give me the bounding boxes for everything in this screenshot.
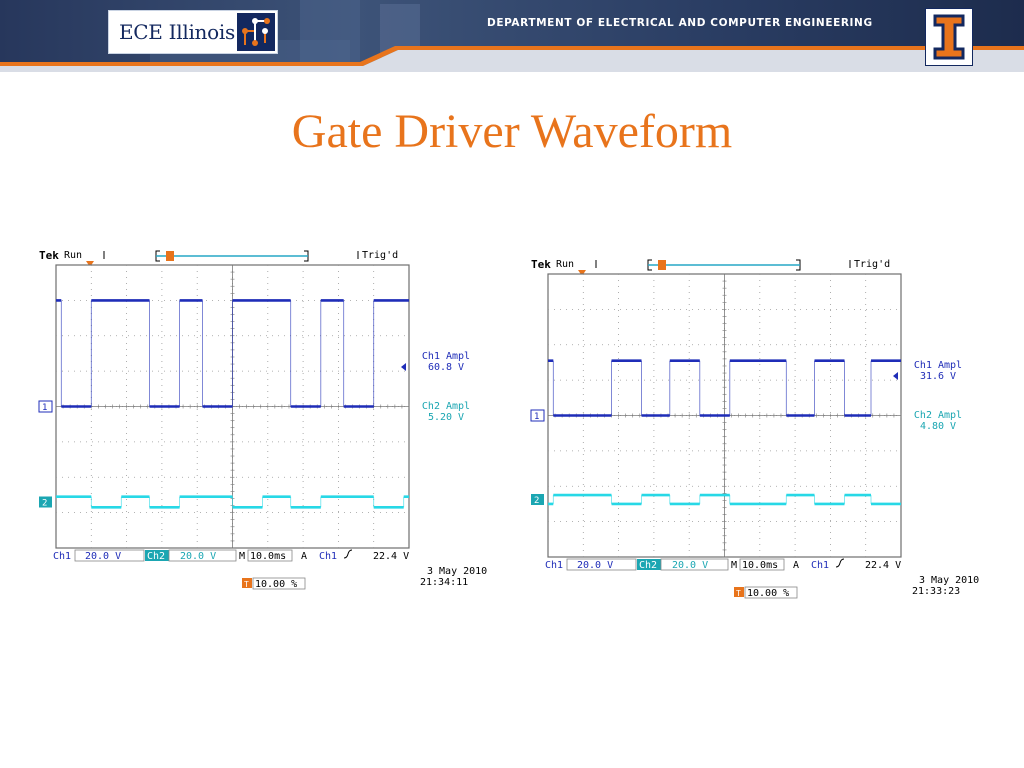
- scope-svg-1: Tek Run Trig'd T 1 2 Ch1 Ampl 60.8 V Ch2…: [38, 249, 487, 590]
- svg-text:Ch2: Ch2: [147, 551, 165, 562]
- measurement-ch2: Ch2 Ampl 5.20 V: [422, 401, 470, 423]
- ch1-trace-edges: [552, 360, 872, 416]
- svg-text:M: M: [731, 560, 737, 571]
- svg-text:31.6 V: 31.6 V: [920, 371, 956, 382]
- measurement-ch1: Ch1 Ampl 60.8 V: [422, 351, 470, 373]
- svg-text:Ch2: Ch2: [639, 560, 657, 571]
- measurement-ch2: Ch2 Ampl 4.80 V: [914, 410, 962, 432]
- svg-text:A: A: [301, 551, 307, 562]
- ch1-trace-levels: [548, 359, 901, 417]
- ch2-trace-edges: [552, 495, 872, 504]
- ch1-marker: 1: [38, 400, 53, 413]
- svg-text:Ch1: Ch1: [53, 551, 71, 562]
- scope-svg-2: Tek Run Trig'd T 1 2 Ch1 Ampl 31.6 V Ch2…: [530, 258, 979, 599]
- ch2-trace-levels: [548, 493, 901, 506]
- svg-text:20.0 V: 20.0 V: [180, 551, 216, 562]
- svg-text:22.4 V: 22.4 V: [865, 560, 901, 571]
- slide-title: Gate Driver Waveform: [291, 105, 733, 158]
- ch2-marker: 2: [531, 494, 544, 506]
- svg-text:M: M: [239, 551, 245, 562]
- svg-text:4.80 V: 4.80 V: [920, 421, 956, 432]
- oscilloscope-capture-2: Tek Run Trig'd T 1 2 Ch1 Ampl 31.6 V Ch2…: [528, 254, 998, 603]
- svg-text:10.00 %: 10.00 %: [747, 588, 789, 599]
- svg-text:Ch2 Ampl: Ch2 Ampl: [422, 401, 470, 412]
- tek-brand: Tek: [531, 258, 551, 271]
- svg-text:60.8 V: 60.8 V: [428, 362, 464, 373]
- svg-text:1: 1: [534, 412, 539, 422]
- svg-text:10.00 %: 10.00 %: [255, 579, 297, 590]
- svg-text:1: 1: [42, 403, 47, 413]
- settings-bar: Ch1 20.0 V Ch2 20.0 V M 10.0ms A Ch1 22.…: [545, 558, 901, 599]
- capture-time: 21:34:11: [420, 577, 468, 588]
- header-banner: ECE Illinois DEPARTMENT OF ELECTRICAL AN…: [0, 0, 1024, 72]
- ch1-trace-levels: [56, 299, 409, 408]
- svg-text:Ch1: Ch1: [811, 560, 829, 571]
- svg-text:Ch1: Ch1: [545, 560, 563, 571]
- block-i-icon: [925, 8, 973, 66]
- capture-time: 21:33:23: [912, 586, 960, 597]
- ch2-trace-levels: [56, 495, 409, 509]
- run-status: Run: [64, 250, 82, 261]
- svg-text:5.20 V: 5.20 V: [428, 412, 464, 423]
- plot-area: [547, 273, 902, 558]
- svg-text:T: T: [736, 589, 741, 598]
- banner-background: [0, 0, 1024, 72]
- ch2-trace-edges: [90, 496, 405, 508]
- svg-text:10.0ms: 10.0ms: [250, 551, 286, 562]
- svg-text:20.0 V: 20.0 V: [577, 560, 613, 571]
- svg-text:Ch1 Ampl: Ch1 Ampl: [914, 360, 962, 371]
- svg-text:20.0 V: 20.0 V: [85, 551, 121, 562]
- svg-text:T: T: [244, 580, 249, 589]
- settings-bar: Ch1 20.0 V Ch2 20.0 V M 10.0ms A Ch1 22.…: [53, 549, 409, 590]
- tek-brand: Tek: [39, 249, 59, 262]
- svg-text:22.4 V: 22.4 V: [373, 551, 409, 562]
- oscilloscope-capture-1: Tek Run Trig'd T 1 2 Ch1 Ampl 60.8 V Ch2…: [36, 245, 506, 594]
- ch1-trace-edges: [60, 300, 375, 407]
- capture-date: 3 May 2010: [427, 566, 487, 577]
- run-status: Run: [556, 259, 574, 270]
- ch2-marker: 2: [39, 496, 52, 509]
- trigger-status: Trig'd: [854, 259, 890, 270]
- ch1-marker: 1: [530, 409, 545, 422]
- svg-text:Ch1: Ch1: [319, 551, 337, 562]
- department-title: DEPARTMENT OF ELECTRICAL AND COMPUTER EN…: [487, 17, 873, 29]
- svg-text:A: A: [793, 560, 799, 571]
- svg-text:2: 2: [42, 499, 47, 509]
- capture-date: 3 May 2010: [919, 575, 979, 586]
- ece-illinois-logo: ECE Illinois: [108, 10, 278, 54]
- plot-area: [55, 264, 410, 549]
- trigger-status: Trig'd: [362, 250, 398, 261]
- svg-text:20.0 V: 20.0 V: [672, 560, 708, 571]
- circuit-logo-icon: [237, 13, 275, 51]
- svg-text:Ch1 Ampl: Ch1 Ampl: [422, 351, 470, 362]
- svg-text:10.0ms: 10.0ms: [742, 560, 778, 571]
- measurement-ch1: Ch1 Ampl 31.6 V: [914, 360, 962, 382]
- logo-text: ECE Illinois: [119, 20, 235, 44]
- svg-text:2: 2: [534, 496, 539, 506]
- svg-text:Ch2 Ampl: Ch2 Ampl: [914, 410, 962, 421]
